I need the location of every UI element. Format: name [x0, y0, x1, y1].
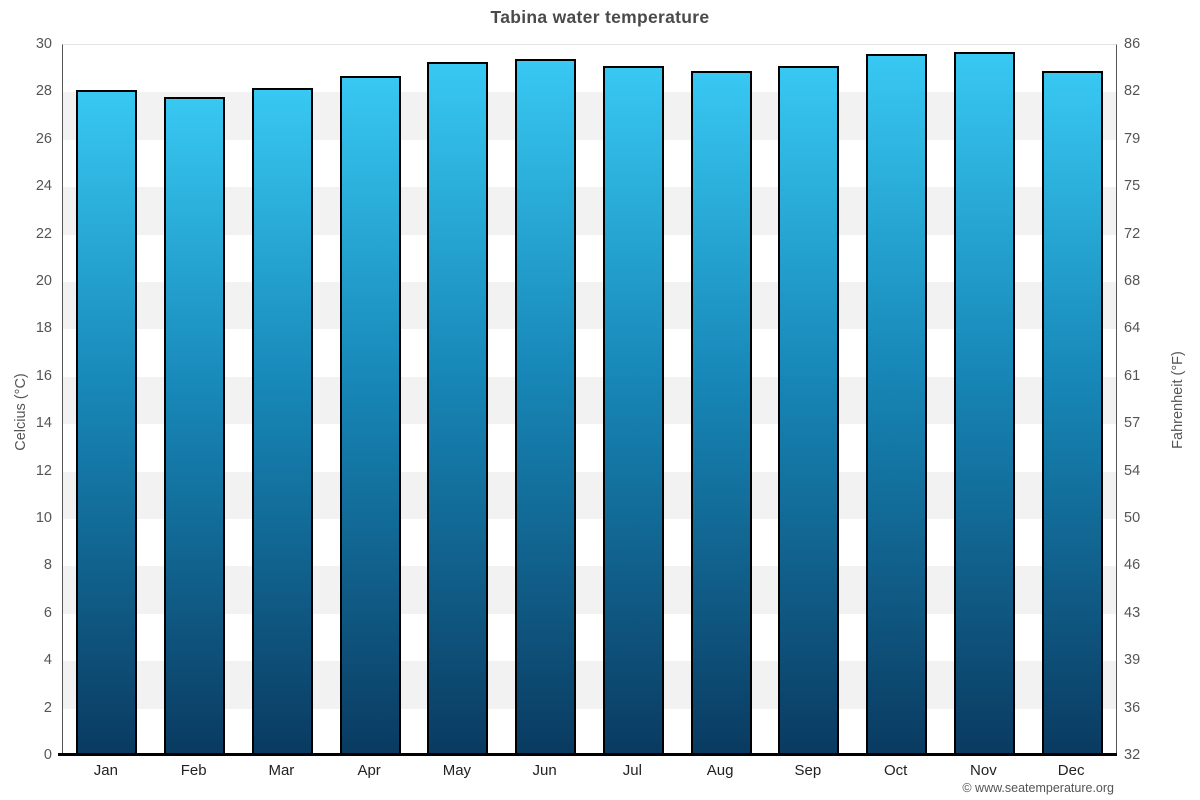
fahrenheit-tick: 75: [1124, 178, 1141, 195]
grid-band: [63, 566, 1116, 614]
grid-band: [63, 376, 1116, 425]
fahrenheit-tick: 86: [1124, 36, 1141, 52]
bar-dec[interactable]: [1041, 71, 1103, 756]
grid-band: [63, 187, 1116, 235]
grid-band: [63, 424, 1116, 472]
celsius-tick: 30: [35, 36, 52, 52]
fahrenheit-tick: 79: [1124, 130, 1141, 147]
x-tick-apr: Apr: [357, 762, 381, 779]
fahrenheit-tick: 46: [1124, 557, 1141, 574]
celsius-axis-title: Celcius (°C): [13, 373, 29, 451]
grid-band: [63, 708, 1116, 756]
grid-band: [63, 282, 1116, 330]
fahrenheit-tick: 61: [1124, 367, 1141, 384]
celsius-tick: 4: [43, 652, 52, 669]
celsius-tick: 6: [43, 604, 52, 621]
grid-band: [63, 234, 1116, 282]
fahrenheit-tick: 82: [1124, 83, 1141, 100]
bar-may[interactable]: [427, 61, 489, 756]
x-axis-baseline: [58, 753, 1117, 756]
grid-band: [63, 519, 1116, 567]
x-tick-aug: Aug: [706, 762, 734, 779]
chart-title: Tabina water temperature: [490, 7, 710, 27]
bar-sep[interactable]: [778, 66, 840, 756]
x-tick-jun: Jun: [532, 762, 557, 779]
fahrenheit-tick: 54: [1124, 462, 1141, 479]
celsius-tick: 26: [35, 130, 52, 147]
fahrenheit-tick: 43: [1124, 604, 1141, 621]
x-tick-sep: Sep: [794, 762, 822, 779]
celsius-tick: 14: [35, 415, 52, 432]
bar-mar[interactable]: [251, 87, 313, 756]
fahrenheit-tick: 57: [1124, 415, 1141, 432]
fahrenheit-tick: 36: [1124, 699, 1141, 716]
x-tick-may: May: [442, 762, 472, 779]
bar-jan[interactable]: [76, 90, 138, 756]
grid-band: [63, 661, 1116, 709]
fahrenheit-tick: 39: [1124, 652, 1141, 669]
celsius-tick: 18: [35, 320, 52, 337]
bar-jun[interactable]: [515, 59, 577, 756]
fahrenheit-tick: 72: [1124, 225, 1141, 242]
bar-apr[interactable]: [339, 75, 401, 756]
x-tick-dec: Dec: [1057, 762, 1085, 779]
celsius-tick: 2: [43, 699, 52, 716]
x-tick-mar: Mar: [268, 762, 295, 779]
x-tick-oct: Oct: [883, 762, 908, 779]
celsius-tick: 8: [43, 557, 52, 574]
celsius-tick: 24: [35, 178, 52, 195]
fahrenheit-tick: 32: [1124, 747, 1141, 763]
grid-band: [63, 45, 1116, 93]
x-tick-jan: Jan: [93, 762, 118, 779]
fahrenheit-tick: 64: [1124, 320, 1141, 337]
fahrenheit-tick: 50: [1124, 510, 1141, 526]
celsius-tick: 10: [35, 510, 52, 526]
bar-aug[interactable]: [690, 71, 752, 756]
copyright-footer: © www.seatemperature.org: [962, 781, 1114, 795]
x-tick-jul: Jul: [622, 762, 642, 779]
grid-band: [63, 613, 1116, 662]
grid-band: [63, 92, 1116, 140]
celsius-tick: 28: [35, 83, 52, 100]
fahrenheit-tick: 68: [1124, 273, 1141, 289]
grid-band: [63, 471, 1116, 519]
x-tick-nov: Nov: [970, 762, 997, 779]
bar-feb[interactable]: [164, 97, 226, 756]
celsius-tick: 0: [43, 747, 52, 763]
x-tick-feb: Feb: [180, 762, 207, 779]
bar-jul[interactable]: [602, 66, 664, 756]
bar-oct[interactable]: [866, 54, 928, 756]
celsius-tick: 12: [35, 462, 52, 479]
grid-band: [63, 329, 1116, 377]
celsius-tick: 16: [35, 367, 52, 384]
celsius-tick: 20: [35, 273, 52, 289]
grid-band: [63, 139, 1116, 188]
fahrenheit-axis-title: Fahrenheit (°F): [1170, 351, 1186, 449]
plot-area: [62, 44, 1117, 756]
bar-nov[interactable]: [953, 52, 1015, 756]
celsius-tick: 22: [35, 225, 52, 242]
